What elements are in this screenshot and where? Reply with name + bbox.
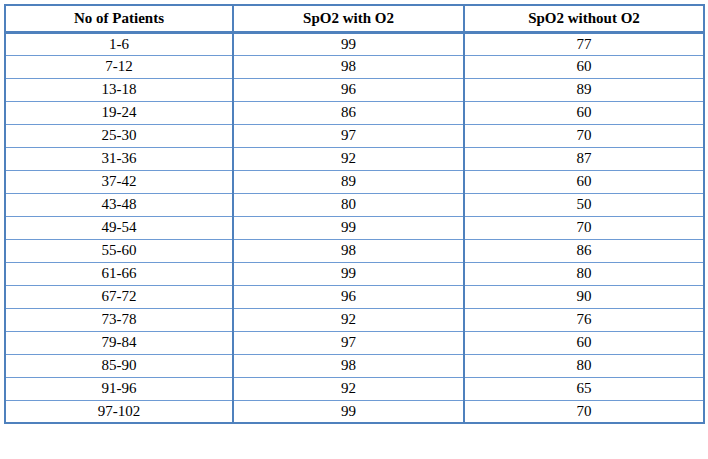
cell-spo2-without-o2: 76 <box>464 308 704 331</box>
table-row: 25-309770 <box>5 124 704 147</box>
cell-spo2-without-o2: 70 <box>464 400 704 423</box>
cell-no-of-patients: 67-72 <box>5 285 233 308</box>
cell-spo2-with-o2: 89 <box>233 170 464 193</box>
column-header-spo2-with-o2: SpO2 with O2 <box>233 5 464 32</box>
cell-spo2-with-o2: 97 <box>233 124 464 147</box>
cell-spo2-without-o2: 60 <box>464 101 704 124</box>
cell-spo2-with-o2: 92 <box>233 308 464 331</box>
cell-spo2-with-o2: 99 <box>233 400 464 423</box>
cell-spo2-without-o2: 60 <box>464 331 704 354</box>
cell-no-of-patients: 61-66 <box>5 262 233 285</box>
cell-no-of-patients: 31-36 <box>5 147 233 170</box>
table-header: No of Patients SpO2 with O2 SpO2 without… <box>5 5 704 32</box>
document-page: No of Patients SpO2 with O2 SpO2 without… <box>0 0 708 429</box>
table-row: 37-428960 <box>5 170 704 193</box>
table-row: 61-669980 <box>5 262 704 285</box>
cell-spo2-with-o2: 92 <box>233 147 464 170</box>
table-row: 67-729690 <box>5 285 704 308</box>
table-row: 31-369287 <box>5 147 704 170</box>
table-row: 91-969265 <box>5 377 704 400</box>
table-row: 43-488050 <box>5 193 704 216</box>
cell-spo2-without-o2: 90 <box>464 285 704 308</box>
table-row: 7-129860 <box>5 55 704 78</box>
cell-spo2-without-o2: 86 <box>464 239 704 262</box>
cell-spo2-without-o2: 89 <box>464 78 704 101</box>
cell-spo2-with-o2: 98 <box>233 239 464 262</box>
cell-spo2-without-o2: 70 <box>464 216 704 239</box>
table-row: 19-248660 <box>5 101 704 124</box>
cell-spo2-with-o2: 96 <box>233 78 464 101</box>
cell-spo2-with-o2: 80 <box>233 193 464 216</box>
column-header-no-of-patients: No of Patients <box>5 5 233 32</box>
cell-spo2-with-o2: 98 <box>233 55 464 78</box>
cell-spo2-without-o2: 87 <box>464 147 704 170</box>
table-row: 13-189689 <box>5 78 704 101</box>
cell-spo2-without-o2: 80 <box>464 262 704 285</box>
cell-spo2-with-o2: 99 <box>233 262 464 285</box>
cell-no-of-patients: 97-102 <box>5 400 233 423</box>
cell-no-of-patients: 73-78 <box>5 308 233 331</box>
table-row: 97-1029970 <box>5 400 704 423</box>
table-row: 73-789276 <box>5 308 704 331</box>
cell-spo2-without-o2: 65 <box>464 377 704 400</box>
cell-no-of-patients: 49-54 <box>5 216 233 239</box>
cell-no-of-patients: 43-48 <box>5 193 233 216</box>
cell-no-of-patients: 79-84 <box>5 331 233 354</box>
cell-spo2-with-o2: 92 <box>233 377 464 400</box>
cell-no-of-patients: 91-96 <box>5 377 233 400</box>
table-row: 55-609886 <box>5 239 704 262</box>
cell-no-of-patients: 85-90 <box>5 354 233 377</box>
cell-no-of-patients: 13-18 <box>5 78 233 101</box>
table-row: 85-909880 <box>5 354 704 377</box>
cell-spo2-with-o2: 96 <box>233 285 464 308</box>
table-body: 1-699777-12986013-18968919-24866025-3097… <box>5 32 704 423</box>
table-row: 49-549970 <box>5 216 704 239</box>
cell-spo2-without-o2: 60 <box>464 55 704 78</box>
cell-no-of-patients: 19-24 <box>5 101 233 124</box>
cell-spo2-without-o2: 70 <box>464 124 704 147</box>
cell-no-of-patients: 1-6 <box>5 32 233 55</box>
column-header-spo2-without-o2: SpO2 without O2 <box>464 5 704 32</box>
cell-no-of-patients: 25-30 <box>5 124 233 147</box>
cell-spo2-without-o2: 80 <box>464 354 704 377</box>
cell-spo2-without-o2: 60 <box>464 170 704 193</box>
header-row: No of Patients SpO2 with O2 SpO2 without… <box>5 5 704 32</box>
cell-spo2-with-o2: 99 <box>233 32 464 55</box>
cell-no-of-patients: 37-42 <box>5 170 233 193</box>
cell-no-of-patients: 55-60 <box>5 239 233 262</box>
cell-spo2-without-o2: 77 <box>464 32 704 55</box>
cell-spo2-with-o2: 86 <box>233 101 464 124</box>
patients-spo2-table: No of Patients SpO2 with O2 SpO2 without… <box>4 4 705 424</box>
cell-no-of-patients: 7-12 <box>5 55 233 78</box>
cell-spo2-with-o2: 99 <box>233 216 464 239</box>
cell-spo2-with-o2: 97 <box>233 331 464 354</box>
cell-spo2-without-o2: 50 <box>464 193 704 216</box>
table-row: 79-849760 <box>5 331 704 354</box>
table-row: 1-69977 <box>5 32 704 55</box>
cell-spo2-with-o2: 98 <box>233 354 464 377</box>
